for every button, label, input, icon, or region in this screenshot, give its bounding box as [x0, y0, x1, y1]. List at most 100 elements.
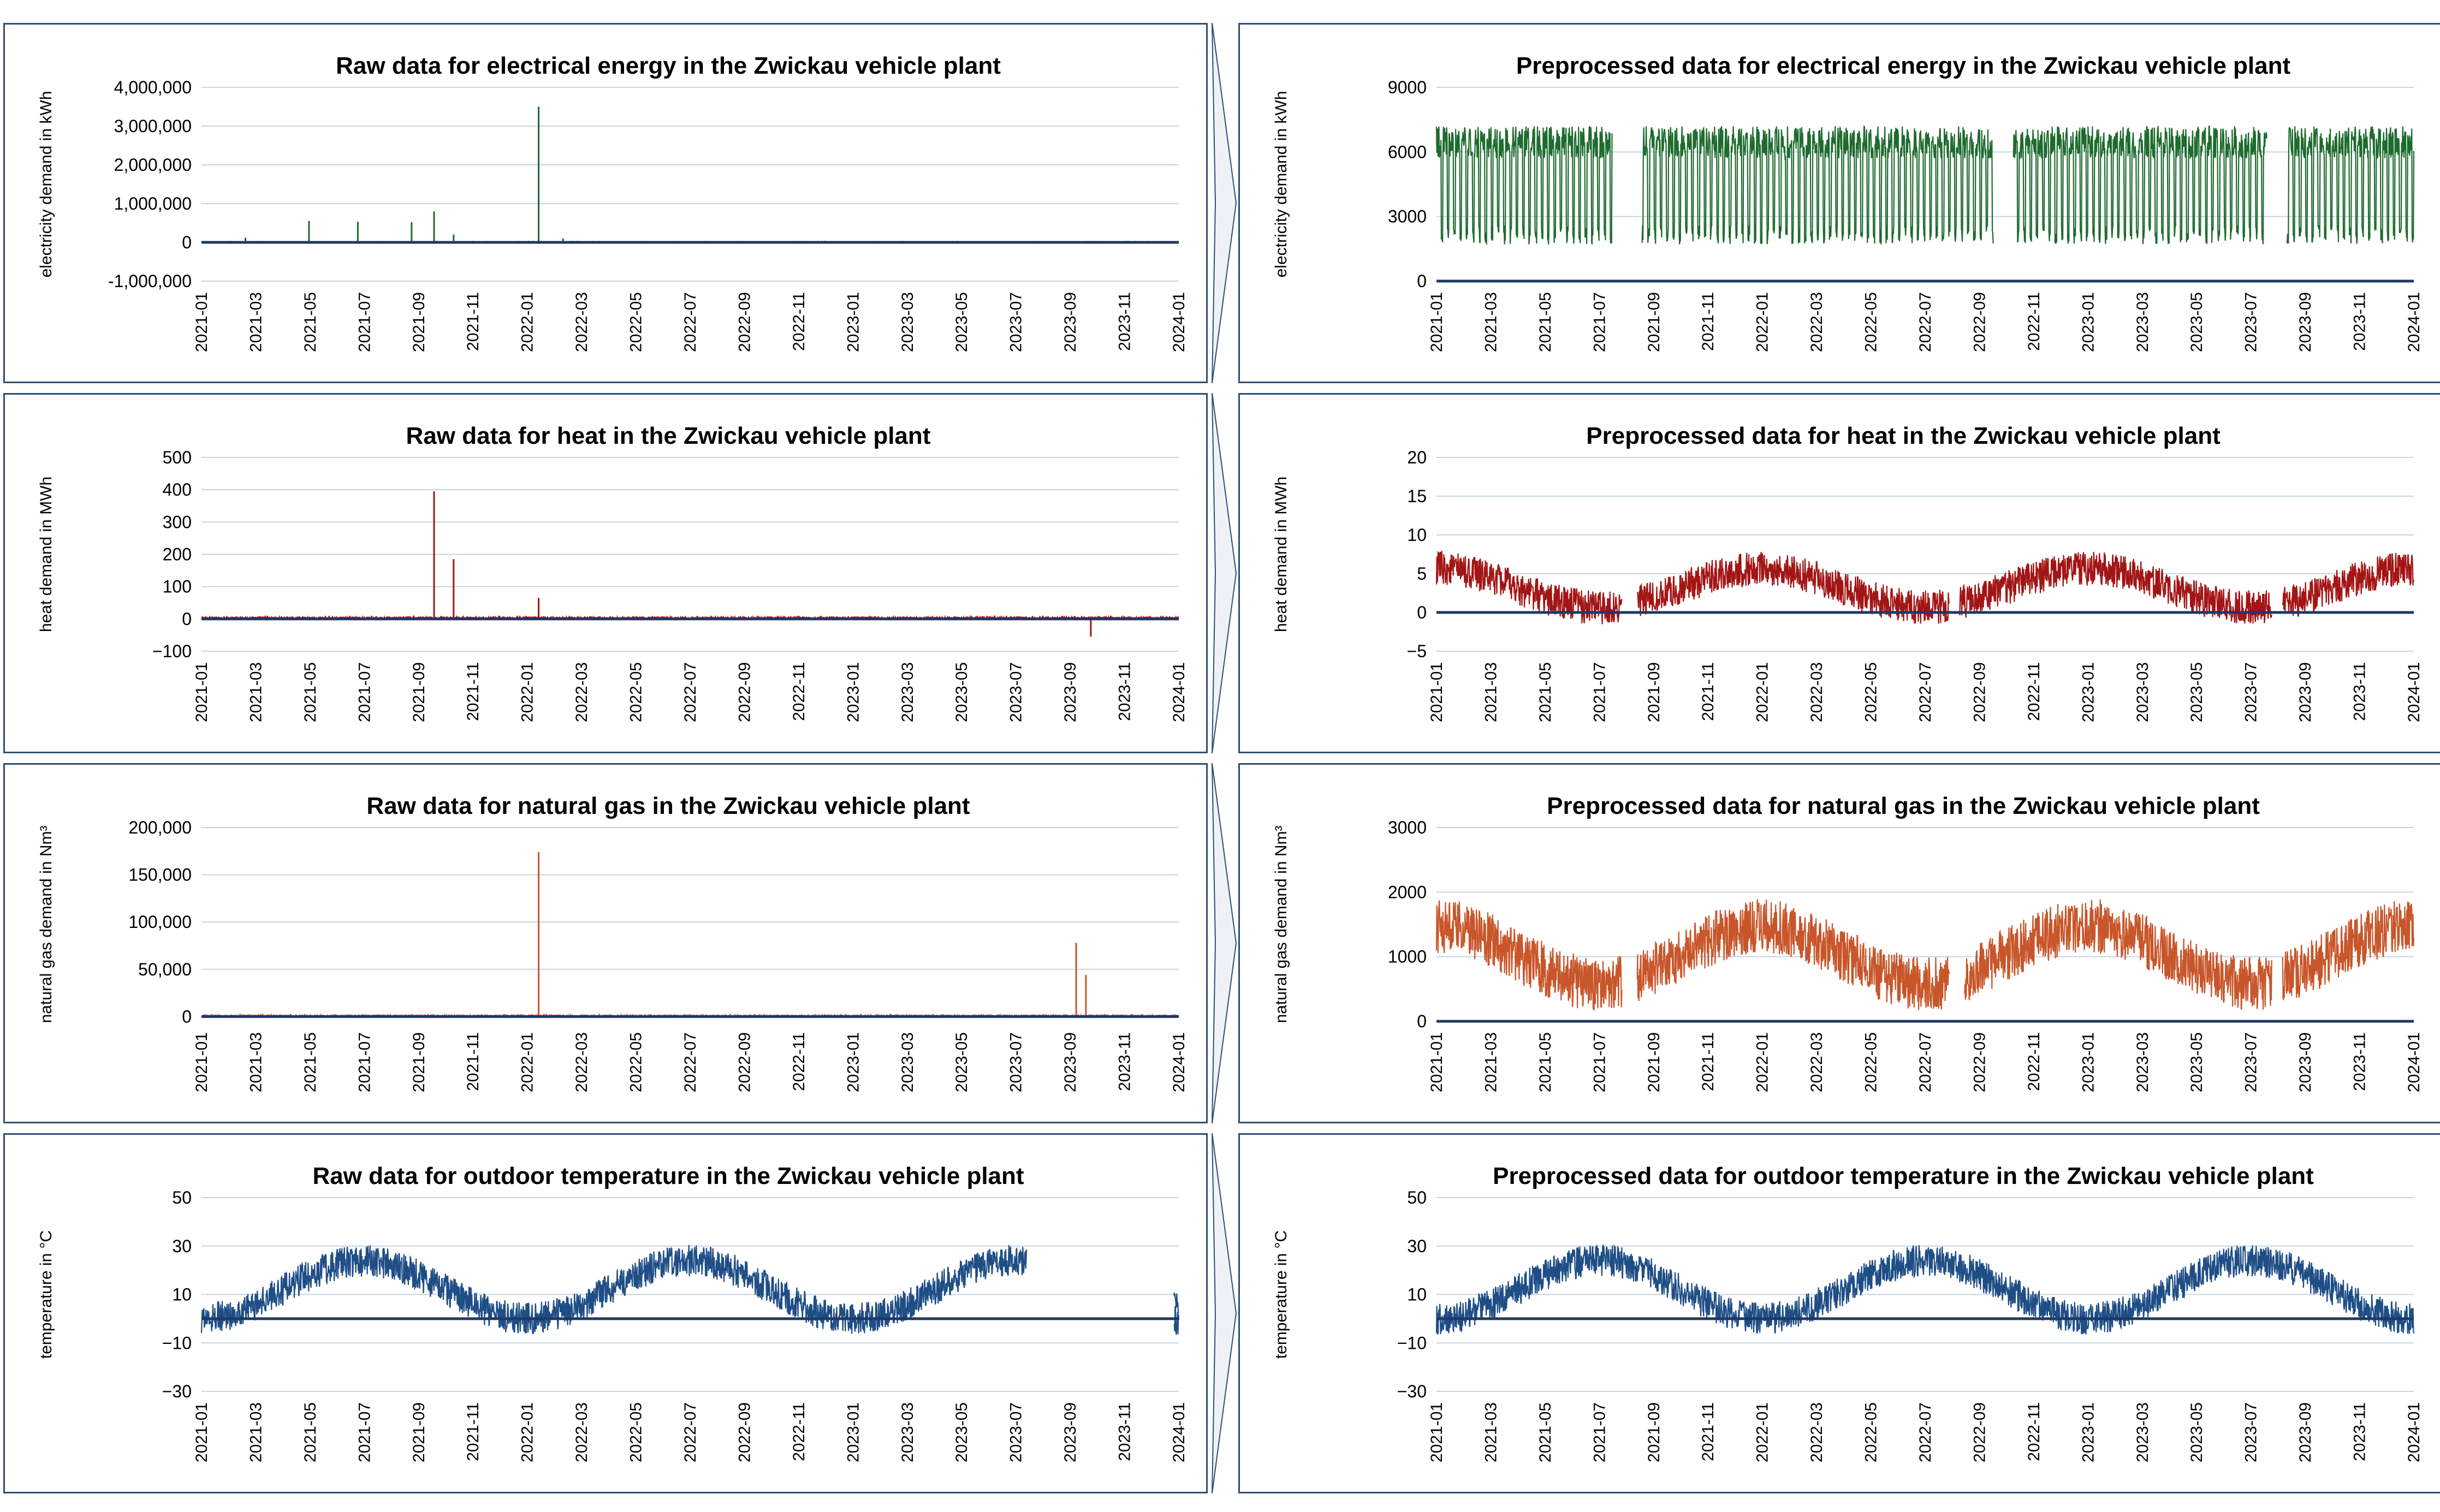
x-tick-label: 2022-03 — [1808, 1402, 1826, 1462]
x-tick-label: 2023-07 — [2242, 662, 2260, 722]
x-tick-label: 2021-01 — [1428, 1402, 1446, 1462]
y-tick-label: 20 — [1407, 448, 1427, 467]
y-tick-label: 2,000,000 — [114, 155, 192, 175]
flow-chevron-icon — [1212, 23, 1237, 383]
x-tick-label: 2023-03 — [899, 662, 917, 722]
x-tick-label: 2022-09 — [1970, 1402, 1988, 1462]
x-tick-label: 2023-07 — [1007, 1032, 1025, 1092]
x-tick-label: 2022-11 — [790, 1032, 808, 1091]
x-tick-label: 2021-11 — [464, 292, 482, 351]
x-tick-label: 2021-05 — [301, 1032, 319, 1092]
x-tick-label: 2023-11 — [2351, 1032, 2369, 1091]
x-tick-label: 2023-11 — [1116, 1402, 1134, 1461]
x-tick-label: 2022-01 — [1754, 1032, 1772, 1092]
x-tick-label: 2022-03 — [573, 1402, 591, 1462]
y-tick-label: −30 — [1397, 1382, 1427, 1401]
y-tick-label: 5 — [1417, 564, 1427, 584]
y-tick-label: 30 — [1407, 1236, 1427, 1256]
x-tick-label: 2021-11 — [464, 1032, 482, 1091]
x-tick-label: 2022-11 — [2025, 1032, 2043, 1091]
y-axis-label: natural gas demand in Nm³ — [37, 826, 55, 1023]
x-tick-label: 2022-07 — [1916, 662, 1934, 722]
x-tick-label: 2021-03 — [1482, 292, 1500, 352]
y-tick-label: 200,000 — [128, 818, 192, 837]
y-tick-label: 3,000,000 — [114, 116, 192, 136]
y-tick-label: 50,000 — [138, 960, 192, 979]
x-tick-label: 2021-03 — [1482, 1402, 1500, 1462]
x-tick-label: 2023-05 — [2188, 292, 2206, 352]
chart-panel-pre-gas: Preprocessed data for natural gas in the… — [1238, 763, 2440, 1123]
x-tick-label: 2023-07 — [2242, 292, 2260, 352]
x-tick-label: 2023-05 — [953, 1032, 971, 1092]
x-tick-label: 2021-09 — [410, 1032, 428, 1092]
x-tick-label: 2022-01 — [1754, 1402, 1772, 1462]
y-tick-label: 4,000,000 — [114, 78, 192, 97]
x-tick-label: 2023-03 — [2134, 1402, 2152, 1462]
chart-title: Preprocessed data for electrical energy … — [1516, 52, 2291, 79]
x-tick-label: 2022-09 — [735, 1032, 753, 1092]
x-tick-label: 2023-03 — [899, 1402, 917, 1462]
y-tick-label: 15 — [1407, 486, 1427, 506]
y-tick-label: 6000 — [1388, 142, 1427, 162]
x-tick-label: 2022-01 — [1754, 292, 1772, 352]
x-tick-label: 2021-05 — [1536, 1032, 1554, 1092]
y-tick-label: 0 — [182, 1007, 192, 1026]
x-tick-label: 2023-01 — [2079, 1402, 2097, 1462]
chart-svg-raw-electricity: Raw data for electrical energy in the Zw… — [37, 52, 1188, 352]
x-tick-label: 2023-05 — [953, 292, 971, 352]
x-tick-label: 2023-09 — [1061, 1032, 1079, 1092]
x-tick-label: 2022-07 — [1916, 1402, 1934, 1462]
x-tick-label: 2021-09 — [410, 292, 428, 352]
x-tick-label: 2023-07 — [2242, 1402, 2260, 1462]
x-tick-label: 2021-05 — [301, 662, 319, 722]
x-tick-label: 2021-11 — [1699, 1032, 1717, 1091]
x-tick-label: 2023-03 — [899, 292, 917, 352]
chart-svg-pre-temp: Preprocessed data for outdoor temperatur… — [1272, 1163, 2423, 1462]
x-tick-label: 2022-03 — [1808, 292, 1826, 352]
x-tick-label: 2021-07 — [1590, 1032, 1608, 1092]
x-tick-label: 2023-03 — [899, 1032, 917, 1092]
chart-svg-pre-heat: Preprocessed data for heat in the Zwicka… — [1272, 422, 2423, 722]
x-tick-label: 2021-01 — [1428, 1032, 1446, 1092]
flow-chevron-icon — [1212, 393, 1237, 753]
x-tick-label: 2022-03 — [1808, 1032, 1826, 1092]
chart-title: Preprocessed data for heat in the Zwicka… — [1586, 422, 2221, 449]
x-tick-label: 2023-09 — [2296, 1402, 2314, 1462]
y-axis-label: heat demand in MWh — [37, 477, 55, 632]
x-tick-label: 2022-07 — [681, 662, 699, 722]
x-tick-label: 2022-05 — [1862, 662, 1880, 722]
y-tick-label: 0 — [1417, 1011, 1427, 1031]
chart-panel-raw-electricity: Raw data for electrical energy in the Zw… — [3, 23, 1208, 383]
chart-panel-pre-electricity: Preprocessed data for electrical energy … — [1238, 23, 2440, 383]
x-tick-label: 2021-09 — [410, 662, 428, 722]
x-tick-label: 2023-07 — [2242, 1032, 2260, 1092]
x-tick-label: 2022-11 — [2025, 292, 2043, 351]
x-tick-label: 2021-07 — [1590, 662, 1608, 722]
x-tick-label: 2021-03 — [1482, 662, 1500, 722]
chart-panel-raw-temp: Raw data for outdoor temperature in the … — [3, 1133, 1208, 1493]
flow-chevron-icon — [1212, 763, 1237, 1123]
y-tick-label: 10 — [1407, 1285, 1427, 1305]
chart-panel-pre-heat: Preprocessed data for heat in the Zwicka… — [1238, 393, 2440, 753]
x-tick-label: 2023-01 — [844, 1402, 862, 1462]
x-tick-label: 2023-11 — [1116, 662, 1134, 721]
y-tick-label: 9000 — [1388, 78, 1427, 97]
y-tick-label: 300 — [163, 512, 192, 532]
x-tick-label: 2024-01 — [2405, 292, 2423, 352]
x-tick-label: 2021-03 — [247, 1402, 265, 1462]
x-tick-label: 2023-03 — [2134, 1032, 2152, 1092]
y-axis-label: temperature in °C — [37, 1230, 55, 1359]
y-tick-label: 50 — [172, 1188, 192, 1207]
x-tick-label: 2022-03 — [573, 292, 591, 352]
x-tick-label: 2024-01 — [2405, 662, 2423, 722]
chart-svg-pre-gas: Preprocessed data for natural gas in the… — [1272, 793, 2423, 1092]
y-tick-label: 500 — [163, 448, 192, 467]
x-tick-label: 2021-09 — [1645, 1402, 1663, 1462]
y-tick-label: −100 — [152, 641, 192, 661]
x-tick-label: 2021-07 — [355, 662, 373, 722]
y-tick-label: 100 — [163, 577, 192, 597]
x-tick-label: 2022-11 — [2025, 1402, 2043, 1461]
y-tick-label: 30 — [172, 1236, 192, 1256]
x-tick-label: 2022-01 — [519, 292, 537, 352]
chart-svg-raw-gas: Raw data for natural gas in the Zwickau … — [37, 793, 1188, 1092]
